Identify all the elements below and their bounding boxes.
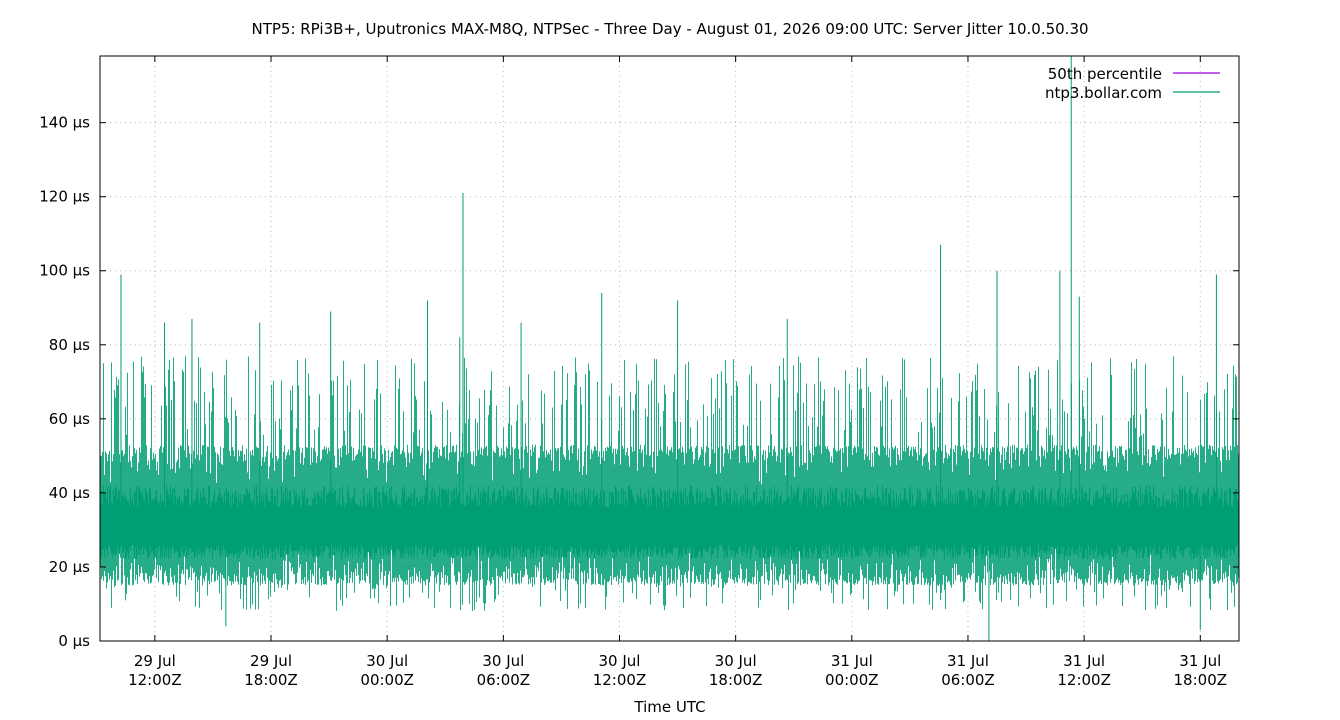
x-tick-label-date: 30 Jul	[482, 652, 524, 670]
x-tick-label-date: 31 Jul	[1179, 652, 1221, 670]
x-tick-label-date: 31 Jul	[1063, 652, 1105, 670]
plot-border	[99, 55, 1240, 642]
y-tick-label: 80 µs	[49, 336, 90, 354]
x-tick-label-date: 31 Jul	[947, 652, 989, 670]
x-tick-label-date: 30 Jul	[366, 652, 408, 670]
x-tick-label-time: 00:00Z	[825, 671, 879, 689]
y-tick-label: 60 µs	[49, 410, 90, 428]
y-tick-label: 20 µs	[49, 558, 90, 576]
x-tick-label-time: 12:00Z	[593, 671, 647, 689]
x-tick-label-date: 31 Jul	[831, 652, 873, 670]
x-tick-label-time: 12:00Z	[1057, 671, 1111, 689]
y-tick-label: 0 µs	[58, 632, 90, 650]
x-axis-label: Time UTC	[633, 698, 705, 716]
x-tick-label-time: 18:00Z	[244, 671, 298, 689]
plot-area	[99, 56, 1240, 641]
x-tick-label-date: 29 Jul	[250, 652, 292, 670]
x-tick-label-time: 18:00Z	[1174, 671, 1228, 689]
series-ntp3-line	[100, 356, 1239, 611]
x-tick-label-time: 00:00Z	[360, 671, 414, 689]
axes: 0 µs 20 µs 40 µs 60 µs 80 µs 100 µs 120 µs 140 …	[39, 56, 1239, 689]
x-tick-label-time: 06:00Z	[941, 671, 995, 689]
y-tick-label: 140 µs	[39, 114, 90, 132]
y-tick-label: 100 µs	[39, 262, 90, 280]
x-tick-label-date: 30 Jul	[715, 652, 757, 670]
x-tick-label-time: 06:00Z	[477, 671, 531, 689]
x-tick-label-date: 30 Jul	[599, 652, 641, 670]
x-tick-label-date: 29 Jul	[134, 652, 176, 670]
y-tick-label: 40 µs	[49, 484, 90, 502]
legend-label-ntp3: ntp3.bollar.com	[1045, 84, 1162, 102]
legend: 50th percentile ntp3.bollar.com	[1045, 65, 1220, 102]
x-tick-label-time: 12:00Z	[128, 671, 182, 689]
legend-label-50th-percentile: 50th percentile	[1048, 65, 1162, 83]
x-tick-label-time: 18:00Z	[709, 671, 763, 689]
y-tick-label: 120 µs	[39, 188, 90, 206]
chart-title: NTP5: RPi3B+, Uputronics MAX-M8Q, NTPSec…	[251, 20, 1088, 38]
